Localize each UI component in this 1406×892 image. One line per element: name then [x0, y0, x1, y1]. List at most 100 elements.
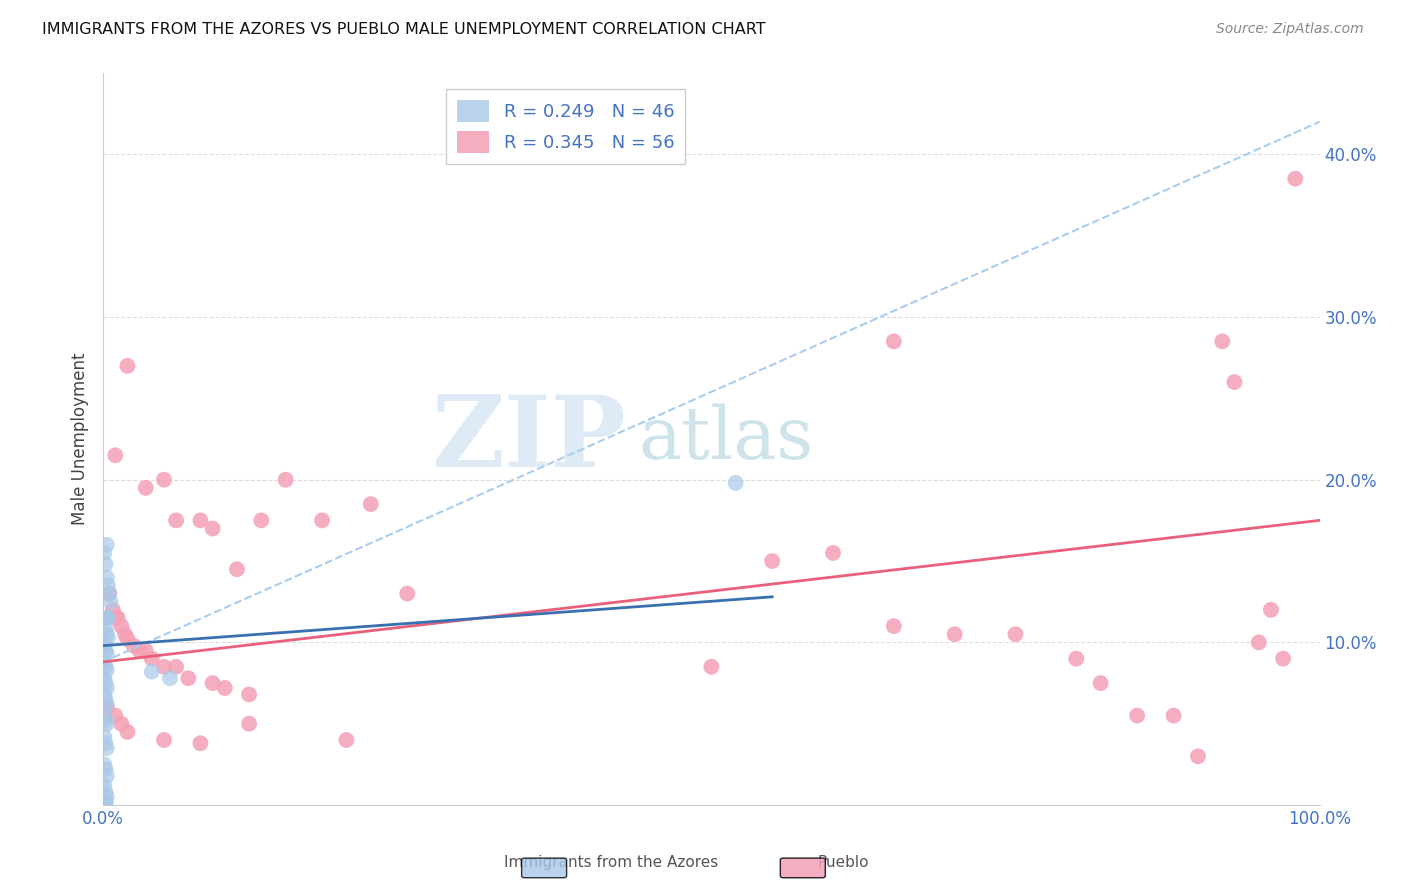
Point: [396, 586, 419, 600]
Point: [250, 513, 273, 527]
Point: [1223, 375, 1246, 389]
Point: [128, 643, 150, 657]
Point: [274, 473, 297, 487]
Point: [1211, 334, 1233, 349]
Point: [101, 603, 124, 617]
Point: [100, 595, 122, 609]
Point: [238, 716, 260, 731]
Point: [190, 736, 212, 750]
Point: [117, 359, 139, 373]
Point: [159, 671, 181, 685]
Point: [141, 651, 163, 665]
Point: [883, 619, 905, 633]
Point: [117, 632, 139, 647]
Point: [96, 627, 118, 641]
Point: [96, 538, 118, 552]
Point: [1064, 651, 1087, 665]
Point: [153, 660, 176, 674]
Point: [360, 497, 382, 511]
Point: [335, 733, 357, 747]
Point: [94, 660, 117, 674]
Point: [214, 681, 236, 695]
Point: [93, 757, 115, 772]
Point: [93, 730, 115, 744]
Point: [1004, 627, 1026, 641]
Point: [1163, 708, 1185, 723]
Point: [1260, 603, 1282, 617]
Point: [98, 586, 121, 600]
Point: [94, 797, 117, 811]
Point: [165, 660, 187, 674]
Legend: R = 0.249   N = 46, R = 0.345   N = 56: R = 0.249 N = 46, R = 0.345 N = 56: [446, 89, 685, 164]
Point: [96, 697, 118, 711]
Point: [1187, 749, 1209, 764]
Point: [96, 663, 118, 677]
Point: [761, 554, 783, 568]
Point: [96, 700, 118, 714]
Point: [1090, 676, 1112, 690]
Point: [96, 611, 118, 625]
Text: atlas: atlas: [638, 404, 814, 475]
Point: [110, 716, 132, 731]
Point: [93, 795, 115, 809]
Text: IMMIGRANTS FROM THE AZORES VS PUEBLO MALE UNEMPLOYMENT CORRELATION CHART: IMMIGRANTS FROM THE AZORES VS PUEBLO MAL…: [42, 22, 766, 37]
Point: [135, 481, 157, 495]
Point: [93, 639, 115, 653]
Text: Pueblo: Pueblo: [818, 855, 869, 870]
Point: [94, 795, 117, 809]
Point: [311, 513, 333, 527]
Point: [153, 733, 176, 747]
Point: [93, 671, 115, 685]
Point: [135, 643, 157, 657]
Point: [93, 655, 115, 669]
Point: [238, 688, 260, 702]
Point: [141, 665, 163, 679]
Point: [883, 334, 905, 349]
Point: [96, 789, 118, 804]
Point: [96, 647, 118, 661]
Point: [201, 521, 224, 535]
Point: [94, 623, 117, 637]
Point: [190, 513, 212, 527]
Point: [96, 741, 118, 756]
Point: [96, 769, 118, 783]
Point: [104, 611, 127, 625]
Point: [97, 631, 120, 645]
Point: [97, 578, 120, 592]
Point: [122, 639, 145, 653]
Point: [96, 716, 118, 731]
Point: [93, 546, 115, 560]
Point: [1284, 171, 1306, 186]
Point: [165, 513, 187, 527]
Point: [1272, 651, 1295, 665]
Point: [226, 562, 249, 576]
Point: [94, 676, 117, 690]
Point: [94, 643, 117, 657]
Point: [94, 692, 117, 706]
Point: [201, 676, 224, 690]
Point: [93, 688, 115, 702]
Point: [943, 627, 966, 641]
Point: [1126, 708, 1149, 723]
Point: [94, 611, 117, 625]
Point: [98, 586, 121, 600]
Point: [107, 611, 129, 625]
Point: [821, 546, 844, 560]
Point: [93, 779, 115, 793]
Point: [94, 736, 117, 750]
Point: [153, 473, 176, 487]
Text: Source: ZipAtlas.com: Source: ZipAtlas.com: [1216, 22, 1364, 37]
Point: [1247, 635, 1270, 649]
Point: [93, 708, 115, 723]
Point: [93, 797, 115, 811]
Point: [104, 448, 127, 462]
Point: [94, 785, 117, 799]
Point: [93, 798, 115, 813]
Point: [724, 475, 747, 490]
Point: [93, 797, 115, 811]
Point: [96, 570, 118, 584]
Point: [117, 724, 139, 739]
Text: Immigrants from the Azores: Immigrants from the Azores: [505, 855, 718, 870]
Point: [94, 714, 117, 728]
Point: [700, 660, 723, 674]
